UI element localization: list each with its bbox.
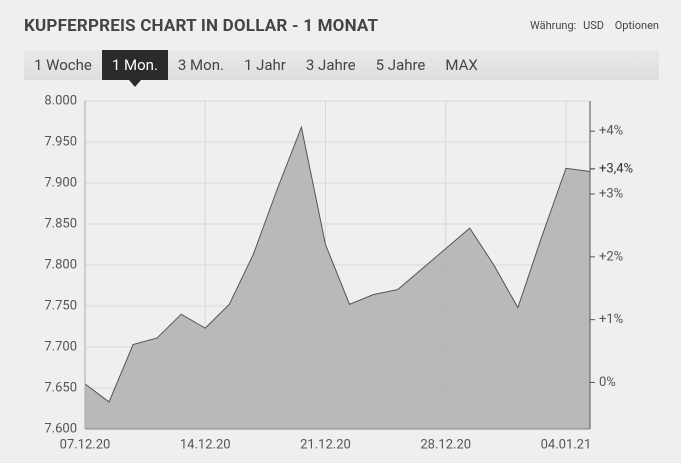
tab[interactable]: 1 Woche [34, 56, 92, 74]
x-tick-label: 07.12.20 [60, 437, 111, 452]
y2-tick-label: 0% [599, 375, 616, 390]
y-tick-label: 7.750 [44, 298, 77, 313]
x-tick-label: 14.12.20 [180, 437, 231, 452]
x-tick-label: 28.12.20 [420, 437, 471, 452]
x-tick-label: 21.12.20 [300, 437, 351, 452]
tab[interactable]: 1 Jahr [243, 56, 286, 74]
area [85, 127, 590, 430]
options: Währung: USD Optionen [526, 19, 659, 32]
tab[interactable]: MAX [445, 56, 478, 74]
tab[interactable]: 5 Jahre [375, 56, 426, 74]
options-link[interactable]: Optionen [614, 19, 659, 32]
y-tick-label: 7.800 [44, 257, 77, 272]
title: KUPFERPREIS CHART IN DOLLAR - 1 MONAT [24, 16, 379, 36]
currency[interactable]: USD [583, 19, 604, 32]
tab[interactable]: 1 Mon. [101, 50, 168, 87]
y-tick-label: 7.950 [44, 134, 77, 149]
y-tick-label: 8.000 [44, 93, 77, 108]
currency-label: Währung: [530, 19, 577, 32]
tab[interactable]: 3 Mon. [177, 56, 224, 74]
y2-tick-label: +2% [599, 249, 623, 264]
y-tick-label: 7.850 [44, 216, 77, 231]
y-tick-label: 7.900 [44, 175, 77, 190]
line [84, 125, 591, 403]
y2-tick-label: +4% [599, 124, 623, 139]
y2-tick-label: +1% [599, 312, 623, 327]
tab[interactable]: 3 Jahre [305, 56, 356, 74]
annotation-label: +3,4% [599, 161, 633, 176]
tab-bar: 1 Woche 1 Mon. 3 Mon. 1 Jahr 3 Jahre 5 Jahre M… [24, 50, 659, 87]
y-tick-label: 7.650 [44, 380, 77, 395]
x-tick-label: 04.01.21 [541, 437, 592, 452]
y-tick-label: 7.600 [44, 421, 77, 436]
y2-tick-label: +3% [599, 186, 623, 201]
y-tick-label: 7.700 [44, 339, 77, 354]
